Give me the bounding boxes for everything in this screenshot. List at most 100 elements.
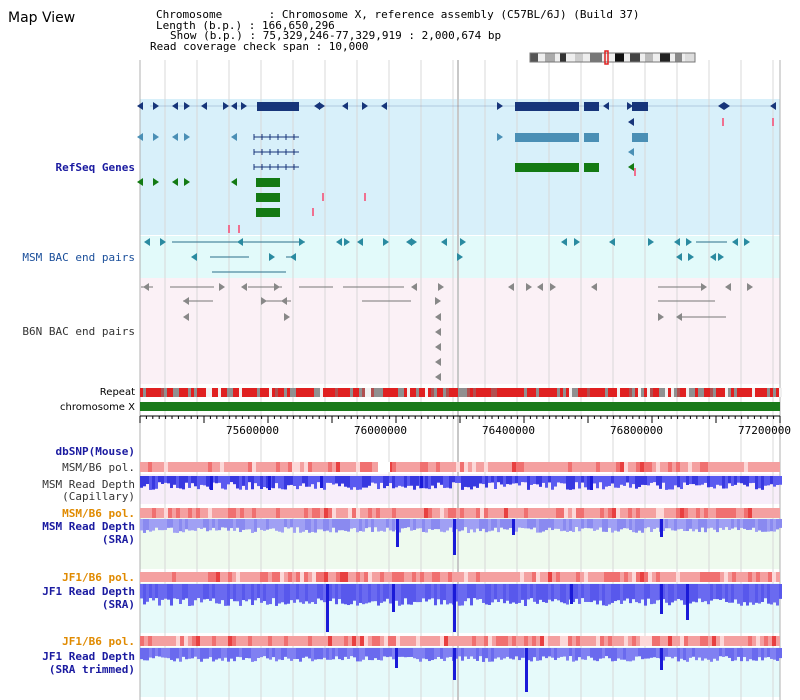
jf1-depth-trim-bar xyxy=(497,648,500,658)
msm-depth-sra-bar xyxy=(449,519,452,528)
msm-pol2-segment xyxy=(168,508,172,518)
jf1-depth-sra-bar xyxy=(365,584,368,604)
jf1-pol2-segment xyxy=(260,636,264,646)
msm-depth-cap-sub: (Capillary) xyxy=(62,490,135,503)
msm-depth-cap-bar xyxy=(206,476,209,487)
repeat-segment xyxy=(227,388,230,397)
jf1-pol2-segment xyxy=(708,636,712,646)
jf1-depth-trim-bar xyxy=(611,648,614,662)
b6n-bac-track-bg xyxy=(140,278,780,384)
msm-depth-sra-bar xyxy=(563,519,566,531)
jf1-depth-trim-bar xyxy=(677,648,680,662)
dbsnp-label[interactable]: dbSNP(Mouse) xyxy=(55,445,135,458)
msm-depth-cap-label: MSM Read Depth xyxy=(42,478,135,491)
repeat-segment xyxy=(473,388,476,397)
msm-depth-sra-bar xyxy=(266,519,269,530)
repeat-segment xyxy=(374,388,377,397)
msm-pol2-segment xyxy=(160,508,164,518)
msm-pol-segment xyxy=(288,462,292,472)
repeat-segment xyxy=(401,388,404,397)
jf1-pol-segment xyxy=(380,572,384,582)
snp-mark xyxy=(634,168,636,176)
jf1-depth-trim-bar xyxy=(590,648,593,658)
jf1-depth-trim-bar xyxy=(461,648,464,661)
jf1-pol-segment xyxy=(460,572,464,582)
jf1-depth-trim-bar xyxy=(218,648,221,659)
msm-pol2-segment xyxy=(740,508,744,518)
jf1-depth-trim-bar xyxy=(509,648,512,659)
msm-pol2-segment xyxy=(480,508,484,518)
repeat-segment xyxy=(224,388,227,397)
jf1-pol-segment xyxy=(408,572,412,582)
refseq-genes-label[interactable]: RefSeq Genes xyxy=(55,161,135,174)
jf1-depth-sra-bar xyxy=(461,584,464,606)
jf1-depth-sra-bar xyxy=(329,584,332,602)
jf1-depth-trim-bar xyxy=(626,648,629,662)
gene-arrow xyxy=(153,102,159,110)
jf1-pol-segment xyxy=(304,572,308,582)
jf1-depth-trim-bar xyxy=(656,648,659,659)
msm-pol2-segment xyxy=(612,508,616,518)
msm-pol-segment xyxy=(712,462,716,472)
msm-depth-cap-bar xyxy=(713,476,716,489)
jf1-depth-sra-bar xyxy=(485,584,488,605)
repeat-segment xyxy=(311,388,314,397)
msm-depth-cap-bar xyxy=(284,476,287,490)
msm-depth-sra-bar xyxy=(494,519,497,528)
jf1-depth-sra-bar xyxy=(527,584,530,600)
msm-pol-segment xyxy=(276,462,280,472)
jf1-depth-trim-bar xyxy=(419,648,422,662)
msm-depth-sra-bar xyxy=(572,519,575,533)
jf1-depth-sra-bar xyxy=(695,584,698,603)
msm-pol-segment xyxy=(580,462,584,472)
msm-depth-cap-bar xyxy=(482,476,485,485)
msm-pol2-segment xyxy=(452,508,456,518)
repeat-segment xyxy=(650,388,653,397)
jf1-pol-segment xyxy=(440,572,444,582)
jf1-depth-trim-bar xyxy=(194,648,197,657)
repeat-segment xyxy=(563,388,566,397)
jf1-pol-segment xyxy=(316,572,320,582)
msm-pol-segment xyxy=(604,462,608,472)
ideogram-outline xyxy=(529,52,696,63)
jf1-pol2-segment xyxy=(344,636,348,646)
gene-block xyxy=(515,163,579,172)
jf1-pol2-segment xyxy=(500,636,504,646)
repeat-segment xyxy=(323,388,326,397)
jf1-pol-segment xyxy=(732,572,736,582)
msm-depth-sra-bar xyxy=(158,519,161,531)
ruler-tick-2: 76000000 xyxy=(354,424,407,437)
msm-pol2-segment xyxy=(688,508,692,518)
jf1-pol2-segment xyxy=(556,636,560,646)
jf1-depth-trim-bar xyxy=(425,648,428,660)
b6n-arrow xyxy=(591,283,597,291)
msm-depth-sra-bar xyxy=(275,519,278,531)
msm-pol2-segment xyxy=(556,508,560,518)
bac-arrow xyxy=(732,238,738,246)
jf1-depth-trim-bar xyxy=(311,648,314,662)
jf1-depth-trim-bar xyxy=(680,648,683,659)
gene-arrow xyxy=(231,133,237,141)
msm-pol2-segment xyxy=(756,508,760,518)
jf1-pol2-segment xyxy=(528,636,532,646)
repeat-segment xyxy=(368,388,371,397)
jf1-pol-segment xyxy=(248,572,252,582)
jf1-pol-segment xyxy=(404,572,408,582)
jf1-pol2-segment xyxy=(748,636,752,646)
msm-pol-segment xyxy=(188,462,192,472)
jf1-pol-segment xyxy=(416,572,420,582)
repeat-segment xyxy=(287,388,290,397)
b6n-bac-label[interactable]: B6N BAC end pairs xyxy=(22,325,135,338)
msm-depth-sra-bar xyxy=(242,519,245,530)
msm-bac-label[interactable]: MSM BAC end pairs xyxy=(22,251,135,264)
msm-depth-sra-bar xyxy=(341,519,344,531)
msm-depth-cap-bar xyxy=(671,476,674,490)
jf1-depth-sra-bar xyxy=(665,584,668,603)
jf1-depth-sra-bar xyxy=(497,584,500,603)
msm-pol-segment xyxy=(732,462,736,472)
msm-depth-cap-bar xyxy=(194,476,197,487)
jf1-depth-trim-bar xyxy=(176,648,179,659)
msm-depth-cap-bar xyxy=(617,476,620,488)
msm-pol2-segment xyxy=(332,508,336,518)
gene-arrow xyxy=(137,102,143,110)
